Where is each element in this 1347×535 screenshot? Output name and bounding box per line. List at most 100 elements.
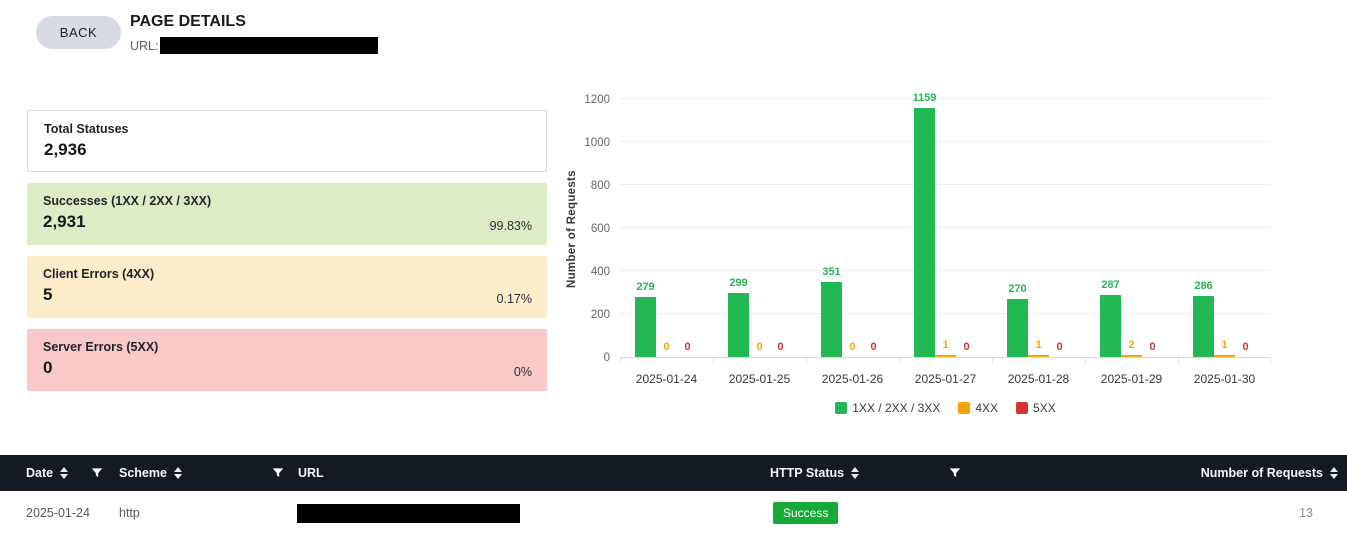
bar-group: 299 0 0 <box>713 100 806 357</box>
bar-success <box>1193 296 1214 357</box>
gridline <box>620 227 1271 228</box>
x-axis-label: 2025-01-28 <box>1007 372 1070 386</box>
bar-value-label: 2 <box>1128 339 1135 351</box>
x-axis-tick <box>992 357 993 363</box>
card-label: Total Statuses <box>44 122 129 136</box>
chart-legend: 1XX / 2XX / 3XX 4XX 5XX <box>620 401 1271 415</box>
legend-swatch-orange <box>958 402 971 414</box>
filter-icon[interactable] <box>948 466 962 480</box>
legend-label: 1XX / 2XX / 3XX <box>852 401 941 415</box>
bar-4xx <box>1028 355 1049 357</box>
sort-icon[interactable] <box>173 467 182 479</box>
card-successes: Successes (1XX / 2XX / 3XX) 2,931 99.83% <box>27 183 547 245</box>
x-axis-tick <box>806 357 807 363</box>
y-axis-tick-label: 800 <box>590 180 610 192</box>
bar-group: 270 1 0 <box>992 100 1085 357</box>
bar-value-label: 270 <box>1008 283 1027 295</box>
legend-item-4xx[interactable]: 4XX <box>958 401 998 415</box>
y-axis-tick-label: 200 <box>590 309 610 321</box>
bar-group: 351 0 0 <box>806 100 899 357</box>
column-header-scheme[interactable]: Scheme <box>119 455 182 491</box>
card-total-statuses: Total Statuses 2,936 <box>27 110 547 172</box>
table-row[interactable]: 2025-01-24 http Success 13 <box>0 491 1347 535</box>
row-url <box>297 491 520 535</box>
column-header-date[interactable]: Date <box>26 455 69 491</box>
y-axis-tick-label: 0 <box>603 352 610 364</box>
filter-icon[interactable] <box>271 466 285 480</box>
gridline <box>620 313 1271 314</box>
bar-value-label: 0 <box>756 341 763 353</box>
y-axis-tick-label: 1200 <box>584 94 610 106</box>
row-status: Success <box>773 491 839 535</box>
card-percent: 0% <box>513 365 532 379</box>
card-value: 5 <box>43 285 53 304</box>
x-axis-label: 2025-01-26 <box>821 372 884 386</box>
x-axis-label: 2025-01-30 <box>1193 372 1256 386</box>
row-scheme: http <box>119 506 140 520</box>
back-button[interactable]: BACK <box>36 16 121 49</box>
legend-swatch-green <box>835 402 848 414</box>
card-label: Server Errors (5XX) <box>43 340 159 354</box>
bar-value-label: 0 <box>963 341 970 353</box>
x-axis-label: 2025-01-25 <box>728 372 791 386</box>
bar-value-label: 351 <box>822 266 841 278</box>
card-label: Successes (1XX / 2XX / 3XX) <box>43 194 212 208</box>
sort-icon[interactable] <box>1330 467 1338 479</box>
legend-swatch-red <box>1016 402 1029 414</box>
x-axis-tick <box>1270 357 1271 363</box>
x-axis-tick <box>620 357 621 363</box>
x-axis-label: 2025-01-27 <box>914 372 977 386</box>
url-label: URL: <box>130 38 159 53</box>
card-value: 2,936 <box>44 140 87 159</box>
bar-value-label: 0 <box>1242 341 1249 353</box>
status-badge: Success <box>773 501 839 525</box>
column-label: Number of Requests <box>1200 466 1323 480</box>
bar-value-label: 0 <box>663 341 670 353</box>
bar-value-label: 1159 <box>912 92 937 104</box>
gridline <box>620 270 1271 271</box>
bar-4xx <box>935 355 956 357</box>
bar-group: 1159 1 0 <box>899 92 992 357</box>
column-label: Date <box>26 466 54 480</box>
sort-icon[interactable] <box>60 467 69 479</box>
x-axis-label: 2025-01-24 <box>635 372 698 386</box>
row-date: 2025-01-24 <box>26 506 90 520</box>
card-value: 0 <box>43 358 53 377</box>
bar-value-label: 287 <box>1101 279 1120 291</box>
bar-value-label: 279 <box>636 281 655 293</box>
card-server-errors: Server Errors (5XX) 0 0% <box>27 329 547 391</box>
card-client-errors: Client Errors (4XX) 5 0.17% <box>27 256 547 318</box>
sort-icon[interactable] <box>851 467 860 479</box>
x-axis-label: 2025-01-29 <box>1100 372 1163 386</box>
legend-label: 5XX <box>1033 401 1056 415</box>
y-axis-tick-label: 400 <box>590 266 610 278</box>
gridline <box>620 98 1271 99</box>
column-header-number-of-requests[interactable]: Number of Requests <box>1201 455 1338 491</box>
legend-item-success[interactable]: 1XX / 2XX / 3XX <box>835 401 940 415</box>
column-header-url[interactable]: URL <box>298 455 324 491</box>
card-percent: 99.83% <box>489 219 532 233</box>
requests-bar-chart: Number of Requests 0 200 400 600 800 1000 1200… <box>566 85 1340 425</box>
legend-item-5xx[interactable]: 5XX <box>1016 401 1056 415</box>
url-line: URL: <box>130 37 379 54</box>
filter-icon[interactable] <box>90 466 104 480</box>
column-label: URL <box>298 466 324 480</box>
bar-value-label: 1 <box>1221 339 1228 351</box>
column-header-http-status[interactable]: HTTP Status <box>770 455 860 491</box>
bar-success <box>1100 295 1121 357</box>
bar-4xx <box>1121 355 1142 357</box>
bar-success <box>635 297 656 357</box>
column-label: Scheme <box>119 466 167 480</box>
bar-value-label: 0 <box>870 341 877 353</box>
bar-value-label: 1 <box>942 339 949 351</box>
bar-success <box>821 282 842 357</box>
x-axis-tick <box>899 357 900 363</box>
card-percent: 0.17% <box>496 292 532 306</box>
bar-4xx <box>1214 355 1235 357</box>
x-axis-tick <box>1085 357 1086 363</box>
table-header: Date Scheme URL HTTP Status Number of Re… <box>0 455 1347 491</box>
bar-success <box>728 293 749 357</box>
status-summary-cards: Total Statuses 2,936 Successes (1XX / 2X… <box>27 110 547 402</box>
url-redaction-bar <box>160 37 379 54</box>
card-value: 2,931 <box>43 212 86 231</box>
